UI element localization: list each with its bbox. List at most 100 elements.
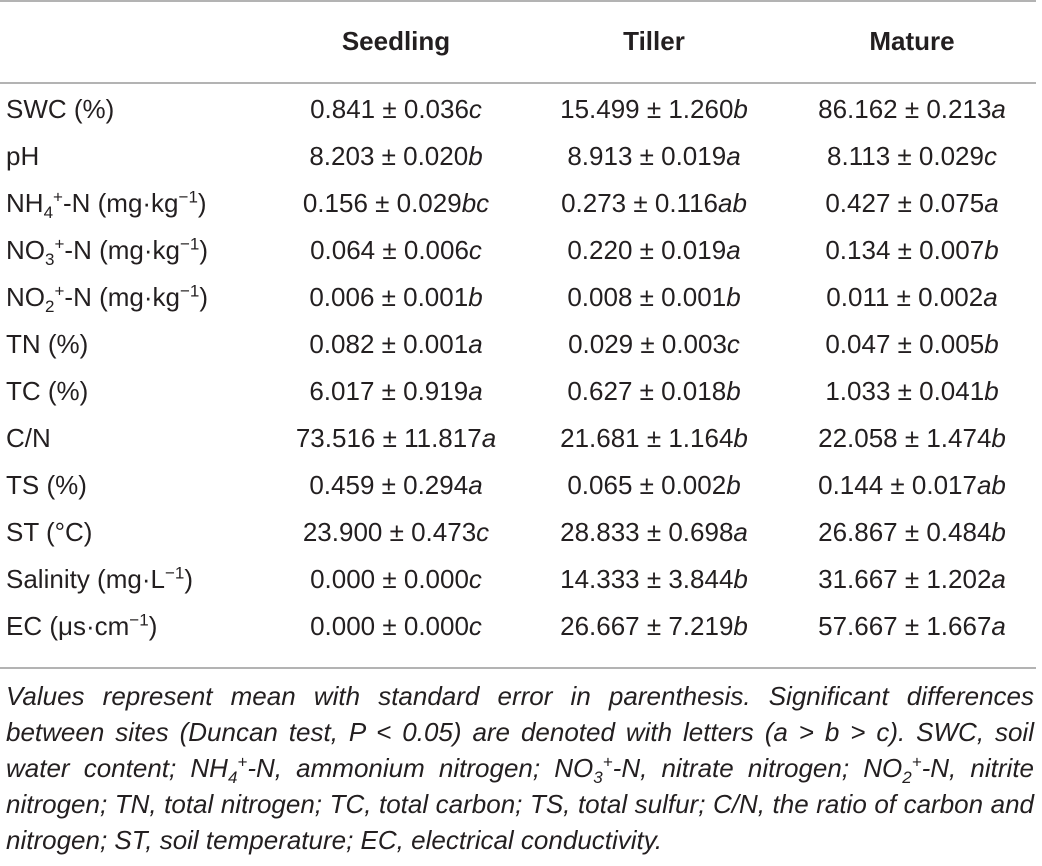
significance-letter: a (991, 564, 1006, 594)
label-part: NO (6, 235, 45, 265)
significance-letter: a (726, 141, 741, 171)
mean-se: 0.029 ± 0.003 (568, 329, 727, 359)
mean-se: 8.913 ± 0.019 (567, 141, 727, 171)
mean-se: 0.000 ± 0.000 (310, 564, 469, 594)
mean-se: 0.134 ± 0.007 (825, 235, 985, 265)
significance-letter: a (991, 611, 1006, 641)
footnote-sub-2: 3 (593, 768, 603, 788)
mean-se: 0.047 ± 0.005 (825, 329, 985, 359)
label-superscript: −1 (129, 610, 149, 630)
value-cell: 73.516 ± 11.817a (272, 415, 520, 462)
significance-letter: a (481, 423, 497, 453)
label-part: ) (199, 235, 209, 265)
mean-se: 0.841 ± 0.036 (310, 94, 469, 124)
significance-letter: c (983, 141, 997, 171)
value-cell: 0.029 ± 0.003c (520, 321, 788, 368)
mean-se: 0.156 ± 0.029 (302, 188, 462, 218)
significance-letter: a (468, 470, 483, 500)
significance-letter: b (991, 517, 1006, 547)
significance-letter: b (726, 376, 741, 406)
value-cell: 0.144 ± 0.017ab (788, 462, 1036, 509)
value-cell: 22.058 ± 1.474b (788, 415, 1036, 462)
table-row: SWC (%) 0.841 ± 0.036c 15.499 ± 1.260b 86.1… (0, 72, 1036, 133)
footnote-sub-3: 2 (902, 768, 912, 788)
mean-se: 0.627 ± 0.018 (567, 376, 727, 406)
footnote-sup-2: + (602, 752, 613, 772)
value-cell: 0.006 ± 0.001b (272, 274, 520, 321)
significance-letter: a (468, 329, 483, 359)
significance-letter: c (476, 517, 490, 547)
label-superscript: −1 (179, 234, 200, 254)
label-part: EC (μs·cm (6, 611, 130, 641)
header-blank (0, 10, 272, 72)
value-cell: 28.833 ± 0.698a (520, 509, 788, 556)
value-cell: 21.681 ± 1.164b (520, 415, 788, 462)
mean-se: 57.667 ± 1.667 (818, 611, 992, 641)
label-part: NO (6, 282, 45, 312)
label-part: Salinity (mg·L (6, 564, 165, 594)
significance-letter: b (733, 611, 748, 641)
mean-se: 0.008 ± 0.001 (567, 282, 727, 312)
mean-se: 31.667 ± 1.202 (818, 564, 992, 594)
header-seedling: Seedling (341, 25, 451, 56)
significance-letter: a (991, 94, 1006, 124)
value-cell: 0.841 ± 0.036c (272, 72, 520, 133)
top-rule (0, 0, 1036, 2)
mean-se: 8.113 ± 0.029 (827, 141, 984, 171)
significance-letter: ab (976, 470, 1006, 500)
mean-se: 0.220 ± 0.019 (567, 235, 727, 265)
mean-se: 0.065 ± 0.002 (567, 470, 727, 500)
value-cell: 15.499 ± 1.260b (520, 72, 788, 133)
soil-properties-table: Seedling Tiller Mature SWC (%) 0.841 ± 0.… (0, 10, 1036, 650)
label-superscript: −1 (178, 187, 198, 207)
mean-se: 15.499 ± 1.260 (560, 94, 734, 124)
table-row: Salinity (mg·L−1) 0.000 ± 0.000c 14.333 ± … (0, 556, 1036, 603)
value-cell: 26.867 ± 0.484b (788, 509, 1036, 556)
label-part: -N (mg·kg (64, 282, 180, 312)
significance-letter: a (468, 376, 483, 406)
label-part: ) (184, 564, 193, 594)
significance-letter: b (726, 470, 741, 500)
mean-se: 23.900 ± 0.473 (302, 517, 477, 547)
row-label: C/N (6, 423, 51, 453)
significance-letter: b (733, 423, 748, 453)
footnote-text-4: -N, nitrite nitrogen; TN, total nitrogen… (6, 753, 1035, 855)
table-row: TN (%) 0.082 ± 0.001a 0.029 ± 0.003c 0.047 … (0, 321, 1036, 368)
significance-letter: c (468, 564, 482, 594)
label-part: NH (6, 188, 44, 218)
value-cell: 0.273 ± 0.116ab (520, 180, 788, 227)
label-superscript: + (54, 281, 65, 301)
significance-letter: c (726, 329, 740, 359)
table-row: TS (%) 0.459 ± 0.294a 0.065 ± 0.002b 0.144 … (0, 462, 1036, 509)
row-label: EC (μs·cm−1) (0, 603, 272, 650)
significance-letter: b (468, 141, 483, 171)
label-part: ) (148, 611, 158, 641)
value-cell: 0.011 ± 0.002a (788, 274, 1036, 321)
row-label: SWC (%) (6, 94, 115, 124)
value-cell: 0.427 ± 0.075a (788, 180, 1036, 227)
mean-se: 6.017 ± 0.919 (309, 376, 469, 406)
row-label: Salinity (mg·L−1) (0, 556, 272, 603)
mean-se: 0.427 ± 0.075 (825, 188, 985, 218)
table-footnote: Values represent mean with standard erro… (6, 678, 1034, 858)
label-subscript: 2 (45, 297, 55, 317)
mean-se: 0.082 ± 0.001 (309, 329, 469, 359)
footnote-text-3: -N, nitrate nitrogen; NO (612, 753, 903, 783)
value-cell: 0.156 ± 0.029bc (272, 180, 520, 227)
footnote-text-2: -N, ammonium nitrogen; NO (247, 753, 594, 783)
significance-letter: c (468, 235, 482, 265)
mean-se: 26.667 ± 7.219 (560, 611, 734, 641)
value-cell: 26.667 ± 7.219b (520, 603, 788, 650)
significance-letter: b (984, 235, 999, 265)
row-label: TC (%) (6, 376, 89, 406)
value-cell: 1.033 ± 0.041b (788, 368, 1036, 415)
mean-se: 21.681 ± 1.164 (560, 423, 734, 453)
value-cell: 0.220 ± 0.019a (520, 227, 788, 274)
value-cell: 0.065 ± 0.002b (520, 462, 788, 509)
row-label: NO2+-N (mg·kg−1) (0, 274, 272, 321)
table-row: pH 8.203 ± 0.020b 8.913 ± 0.019a 8.113 ± 0.… (0, 133, 1036, 180)
value-cell: 6.017 ± 0.919a (272, 368, 520, 415)
table-row: TC (%) 6.017 ± 0.919a 0.627 ± 0.018b 1.033 … (0, 368, 1036, 415)
value-cell: 0.008 ± 0.001b (520, 274, 788, 321)
